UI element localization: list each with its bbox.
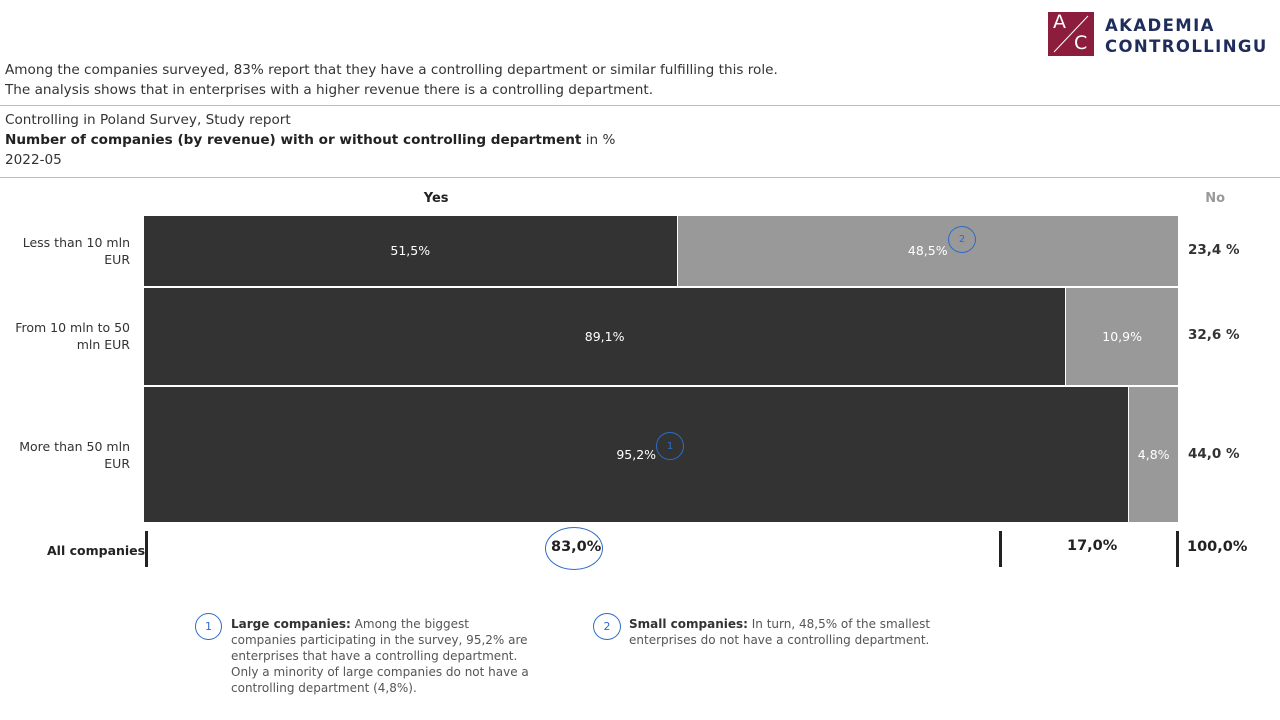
intro-line-1: Among the companies surveyed, 83% report… [5, 62, 778, 78]
row-share-3: 44,0 % [1188, 445, 1240, 462]
chart-header: Controlling in Poland Survey, Study repo… [5, 110, 615, 170]
chart-date: 2022-05 [5, 152, 62, 168]
note-1-marker: 1 [195, 613, 222, 640]
note-1-title: Large companies: [231, 617, 351, 631]
note-2-marker: 2 [593, 613, 621, 640]
logo-line-2: CONTROLLINGU [1105, 37, 1268, 56]
bar-no-3: 4,8% [1129, 387, 1178, 522]
logo-letter-a: A [1053, 11, 1066, 33]
note-1-text: Among the biggest companies participatin… [231, 617, 529, 695]
bar-no-1: 48,5% [677, 216, 1178, 286]
totals-no-value: 17,0% [1067, 538, 1118, 554]
row-share-1: 23,4 % [1188, 241, 1240, 258]
category-label-3-line-1: More than 50 mln [19, 438, 130, 454]
divider-chart [0, 177, 1280, 178]
logo-slash [1053, 15, 1089, 53]
intro-text: Among the companies surveyed, 83% report… [5, 60, 778, 100]
note-1: Large companies: Among the biggest compa… [231, 616, 536, 696]
row-share-2: 32,6 % [1188, 327, 1240, 344]
bar-yes-2: 89,1% [144, 287, 1066, 386]
bar-no-2: 10,9% [1066, 287, 1178, 386]
category-label-3: More than 50 mln EUR [5, 438, 130, 472]
category-label-1-line-1: Less than 10 mln [22, 234, 130, 250]
chart-title: Number of companies (by revenue) with or… [5, 130, 615, 150]
category-label-1: Less than 10 mln EUR [5, 234, 130, 268]
logo-mark: A C [1048, 11, 1094, 56]
highlight-yes-total [545, 527, 603, 570]
column-header-no: No [1205, 191, 1226, 206]
category-label-1-line-2: EUR [104, 251, 130, 267]
category-label-3-line-2: EUR [104, 455, 130, 471]
totals-bar-start [145, 531, 148, 567]
column-header-yes: Yes [423, 191, 449, 206]
totals-bar-yes-end [999, 531, 1002, 567]
divider-top [0, 105, 1280, 106]
intro-line-2: The analysis shows that in enterprises w… [5, 82, 654, 98]
chart-title-unit: in % [581, 132, 616, 148]
category-label-2-line-2: mln EUR [76, 337, 130, 353]
category-label-2: From 10 mln to 50 mln EUR [5, 319, 130, 353]
totals-all-value: 100,0% [1187, 539, 1248, 555]
logo-text: AKADEMIA CONTROLLINGU [1105, 15, 1268, 57]
category-label-2-line-1: From 10 mln to 50 [15, 320, 130, 336]
note-2-text: In turn, 48,5% of the smallest enterpris… [629, 617, 931, 647]
logo-line-1: AKADEMIA [1105, 16, 1215, 35]
marker-1: 1 [656, 432, 684, 460]
totals-label: All companies [47, 543, 146, 558]
note-2-title: Small companies: [629, 617, 748, 631]
chart-title-bold: Number of companies (by revenue) with or… [5, 132, 582, 148]
source-line: Controlling in Poland Survey, Study repo… [5, 112, 291, 128]
note-2: Small companies: In turn, 48,5% of the s… [629, 616, 934, 648]
logo-letter-c: C [1074, 32, 1088, 54]
totals-bar-end [1176, 531, 1179, 567]
marker-2: 2 [948, 226, 976, 253]
bar-yes-3: 95,2% [144, 387, 1129, 522]
bar-yes-1: 51,5% [144, 216, 677, 286]
